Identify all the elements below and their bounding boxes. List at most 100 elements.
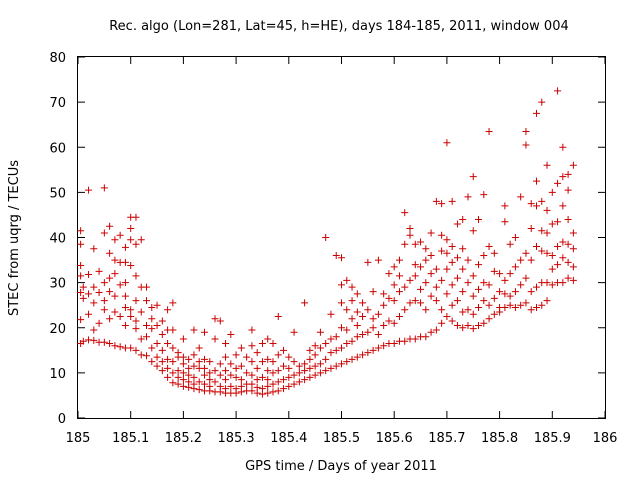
- data-point: [569, 245, 577, 253]
- data-point: [179, 382, 187, 390]
- data-point: [438, 231, 446, 239]
- data-point: [85, 290, 93, 298]
- data-point: [290, 380, 298, 388]
- data-point: [359, 299, 367, 307]
- data-point: [100, 338, 108, 346]
- data-point: [85, 310, 93, 318]
- data-point: [137, 308, 145, 316]
- data-point: [432, 326, 440, 334]
- data-point: [348, 283, 356, 291]
- data-point: [443, 139, 451, 147]
- data-point: [401, 306, 409, 314]
- data-point: [448, 281, 456, 289]
- data-point: [116, 281, 124, 289]
- data-point: [327, 335, 335, 343]
- y-tick-label: 70: [49, 96, 66, 111]
- data-point: [285, 353, 293, 361]
- data-point: [132, 240, 140, 248]
- data-point: [332, 362, 340, 370]
- data-point: [417, 299, 425, 307]
- data-point: [280, 376, 288, 384]
- data-point: [432, 283, 440, 291]
- data-point: [511, 303, 519, 311]
- data-point: [469, 173, 477, 181]
- data-point: [253, 376, 261, 384]
- data-point: [364, 328, 372, 336]
- data-point: [306, 373, 314, 381]
- data-point: [422, 306, 430, 314]
- data-point: [195, 344, 203, 352]
- x-tick-label: 185.4: [270, 431, 307, 446]
- data-point: [116, 343, 124, 351]
- data-point: [559, 202, 567, 210]
- data-point: [90, 299, 98, 307]
- data-point: [480, 191, 488, 199]
- data-point: [190, 351, 198, 359]
- data-point: [432, 297, 440, 305]
- data-point: [501, 290, 509, 298]
- data-point: [232, 385, 240, 393]
- y-tick-label: 60: [49, 141, 66, 156]
- data-point: [490, 310, 498, 318]
- data-point: [527, 200, 535, 208]
- data-point: [548, 265, 556, 273]
- data-point: [211, 335, 219, 343]
- data-point: [153, 321, 161, 329]
- data-point: [185, 378, 193, 386]
- data-point: [179, 335, 187, 343]
- data-point: [343, 358, 351, 366]
- data-point: [353, 353, 361, 361]
- data-point: [427, 252, 435, 260]
- data-point: [222, 367, 230, 375]
- data-point: [100, 306, 108, 314]
- data-point: [538, 247, 546, 255]
- data-point: [532, 283, 540, 291]
- data-point: [522, 127, 530, 135]
- data-point: [380, 290, 388, 298]
- data-point: [390, 319, 398, 327]
- data-point: [569, 276, 577, 284]
- data-point: [343, 276, 351, 284]
- data-point: [322, 234, 330, 241]
- data-point: [311, 371, 319, 379]
- data-point: [132, 317, 140, 325]
- data-point: [559, 238, 567, 246]
- data-point: [564, 186, 572, 194]
- data-point: [353, 290, 361, 298]
- data-point: [264, 335, 272, 343]
- data-point: [401, 283, 409, 291]
- data-point: [453, 274, 461, 282]
- data-point: [264, 367, 272, 375]
- y-tick-label: 80: [49, 51, 66, 66]
- data-point: [364, 258, 372, 266]
- data-point: [338, 324, 345, 332]
- data-point: [121, 303, 129, 311]
- data-point: [411, 335, 419, 343]
- data-point: [211, 367, 219, 375]
- data-point: [548, 281, 556, 289]
- data-point: [338, 360, 345, 368]
- data-point: [464, 193, 472, 201]
- data-point: [459, 288, 467, 296]
- data-point: [490, 267, 498, 275]
- data-point: [132, 325, 140, 333]
- chart-title: Rec. algo (Lon=281, Lat=45, h=HE), days …: [109, 19, 569, 34]
- data-point: [348, 337, 356, 345]
- data-point: [158, 346, 166, 354]
- data-point: [227, 331, 235, 339]
- data-point: [158, 367, 166, 375]
- data-point: [158, 331, 166, 339]
- data-point: [401, 209, 409, 217]
- data-point: [332, 346, 340, 354]
- data-point: [353, 321, 361, 329]
- data-point: [264, 355, 272, 363]
- data-point: [127, 261, 135, 269]
- data-point: [401, 337, 409, 345]
- data-point: [206, 382, 214, 390]
- data-point: [453, 321, 461, 329]
- data-point: [327, 349, 335, 357]
- data-point: [406, 224, 414, 232]
- data-point: [459, 245, 467, 253]
- data-point: [338, 344, 345, 352]
- data-point: [243, 353, 251, 361]
